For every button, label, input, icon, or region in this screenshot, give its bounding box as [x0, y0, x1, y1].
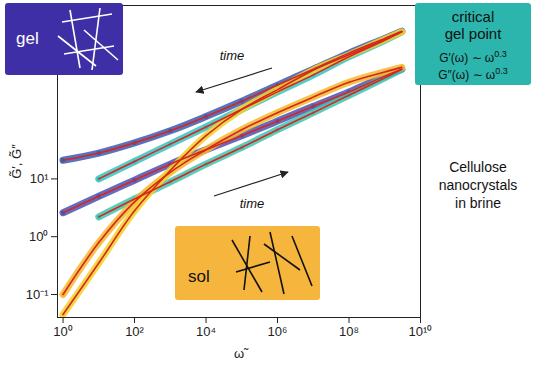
- svg-text:critical: critical: [452, 8, 495, 25]
- svg-text:G″(ω) ∼ ω0.3: G″(ω) ∼ ω0.3: [438, 66, 508, 82]
- svg-text:10⁻¹: 10⁻¹: [26, 287, 49, 302]
- svg-text:Cellulose: Cellulose: [449, 159, 507, 175]
- svg-text:time: time: [220, 48, 245, 63]
- svg-text:10⁸: 10⁸: [339, 324, 359, 339]
- svg-text:sol: sol: [188, 267, 210, 286]
- svg-text:time: time: [240, 196, 265, 211]
- svg-text:gel: gel: [16, 29, 39, 48]
- svg-text:10¹: 10¹: [30, 171, 49, 186]
- svg-text:gel point: gel point: [445, 25, 503, 42]
- svg-text:10⁰: 10⁰: [53, 324, 72, 339]
- svg-text:nanocrystals: nanocrystals: [439, 177, 518, 193]
- svg-text:10⁰: 10⁰: [29, 229, 48, 244]
- svg-text:G̃′, G̃″: G̃′, G̃″: [9, 144, 24, 179]
- svg-text:10²: 10²: [125, 324, 144, 339]
- svg-text:10⁶: 10⁶: [268, 324, 288, 339]
- svg-text:10⁴: 10⁴: [196, 324, 216, 339]
- svg-text:10¹⁰: 10¹⁰: [409, 324, 433, 339]
- svg-text:G′(ω) ∼ ω0.3: G′(ω) ∼ ω0.3: [439, 49, 507, 65]
- svg-text:in brine: in brine: [455, 195, 501, 211]
- svg-text:ω̃: ω̃: [234, 346, 249, 361]
